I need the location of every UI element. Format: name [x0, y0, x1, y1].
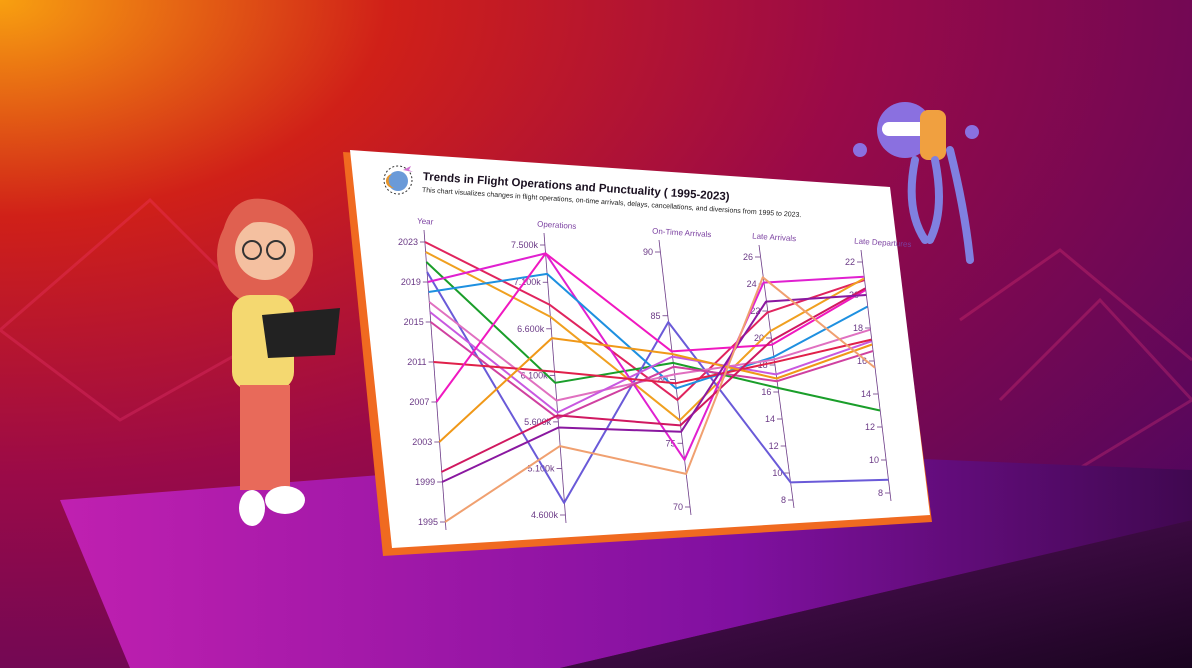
- tick-label-late_dep: 18: [853, 323, 863, 333]
- tick-label-late_arr: 14: [765, 414, 775, 424]
- tick-label-ontime: 85: [650, 311, 660, 321]
- tick-label-late_arr: 26: [743, 252, 753, 262]
- tick-label-ops: 7.100k: [514, 277, 542, 287]
- tick-label-late_arr: 24: [747, 279, 757, 289]
- axis-label-late_dep: Late Departures: [854, 237, 912, 249]
- series-line-1999: [441, 294, 867, 483]
- tick-label-ops: 6.100k: [521, 370, 549, 380]
- series-line-2022: [425, 251, 865, 422]
- axis-line-ops: [543, 232, 567, 524]
- series-line-2018: [428, 272, 868, 390]
- axis-line-ontime: [658, 239, 692, 516]
- series-line-2007: [435, 252, 866, 403]
- tick-label-late_arr: 8: [781, 495, 786, 505]
- tick-label-year: 2015: [404, 317, 424, 327]
- tick-label-late_arr: 10: [772, 468, 782, 478]
- axis-line-late_dep: [860, 249, 892, 502]
- tick-label-year: 2003: [412, 437, 432, 447]
- tick-label-late_arr: 22: [750, 306, 760, 316]
- series-line-2016: [429, 311, 872, 414]
- series-line-2021: [425, 261, 881, 412]
- series-line-2011: [433, 338, 872, 385]
- axis-line-late_arr: [758, 244, 795, 509]
- series-line-2000: [440, 287, 866, 473]
- tick-label-late_dep: 12: [865, 422, 875, 432]
- plane-globe-icon: [383, 165, 413, 195]
- platform-side: [560, 520, 1192, 668]
- axis-label-late_arr: Late Arrivals: [752, 232, 796, 244]
- series-line-2023: [424, 241, 865, 401]
- tick-label-late_arr: 12: [769, 441, 779, 451]
- tick-label-late_dep: 8: [878, 488, 883, 498]
- tick-label-late_dep: 10: [869, 455, 879, 465]
- tick-label-late_dep: 22: [845, 257, 855, 267]
- series-line-2003: [438, 337, 873, 443]
- tick-label-ops: 7.500k: [511, 240, 539, 250]
- tick-label-ontime: 70: [673, 502, 683, 512]
- robot-mascot-illustration: [853, 102, 979, 264]
- tick-label-year: 2023: [398, 237, 418, 247]
- tick-label-ontime: 80: [658, 375, 668, 385]
- tick-label-year: 2019: [401, 277, 421, 287]
- tick-label-ontime: 75: [665, 438, 675, 448]
- tick-label-year: 1999: [415, 477, 435, 487]
- axis-label-ontime: On-Time Arrivals: [652, 227, 712, 240]
- tick-label-year: 2011: [407, 357, 426, 367]
- axis-label-year: Year: [417, 217, 434, 227]
- tick-label-late_arr: 16: [761, 387, 771, 397]
- tick-label-ops: 5.100k: [528, 463, 556, 473]
- tick-label-year: 1995: [418, 517, 438, 527]
- axis-line-year: [423, 229, 447, 531]
- tick-label-ops: 4.600k: [531, 510, 559, 520]
- tick-label-ontime: 90: [643, 247, 653, 257]
- series-line-2020: [426, 271, 889, 504]
- tick-label-ops: 6.600k: [517, 324, 545, 334]
- tick-label-ops: 5.600k: [524, 417, 552, 427]
- tick-label-year: 2007: [409, 397, 429, 407]
- parallel-coordinates-plot: Year 1995 1999 2003 2007 2011 2015 2019 2023 Oper…: [398, 217, 912, 531]
- axis-label-ops: Operations: [537, 220, 577, 231]
- tick-label-late_dep: 14: [861, 389, 871, 399]
- series-line-2015: [430, 321, 874, 420]
- tick-label-late_dep: 16: [857, 356, 867, 366]
- tick-label-late_arr: 20: [754, 333, 764, 343]
- series-line-2019: [427, 252, 864, 461]
- woman-with-tablet-illustration: [217, 198, 340, 526]
- series-line-1995: [444, 276, 876, 523]
